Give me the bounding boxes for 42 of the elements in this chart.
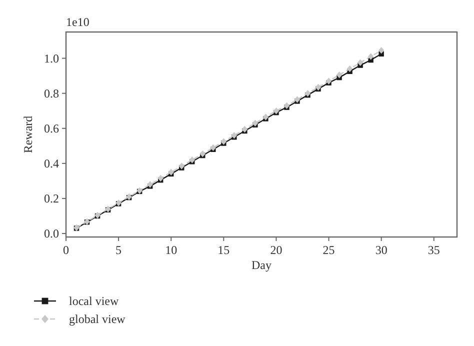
point — [220, 138, 227, 145]
point — [326, 78, 332, 84]
point — [168, 168, 174, 176]
point — [368, 53, 374, 60]
point — [262, 114, 269, 120]
point — [158, 174, 164, 182]
x-tick-label: 30 — [375, 243, 388, 257]
point — [315, 84, 322, 91]
point — [357, 59, 364, 66]
point — [231, 132, 238, 139]
point — [284, 102, 290, 109]
legend-label: local view — [69, 294, 119, 308]
y-axis-title: Reward — [21, 116, 35, 154]
point — [200, 150, 206, 158]
y-tick-label: 0.6 — [44, 121, 59, 136]
point — [378, 47, 384, 54]
point — [147, 181, 153, 188]
point — [210, 144, 216, 152]
x-tick-label: 25 — [322, 243, 335, 257]
x-tick-label: 10 — [165, 243, 178, 257]
legend-label: global view — [69, 312, 126, 326]
point — [252, 120, 258, 126]
x-tick-label: 35 — [428, 243, 440, 257]
x-tick-label: 5 — [116, 243, 122, 257]
y-tick-label: 0.0 — [44, 226, 59, 240]
x-tick-label: 0 — [63, 243, 69, 257]
x-tick-label: 20 — [270, 243, 282, 257]
y-tick-label: 1.0 — [44, 51, 59, 66]
point — [304, 90, 311, 97]
point — [346, 65, 353, 72]
point — [273, 107, 280, 114]
text: 1e10 — [66, 15, 90, 29]
x-tick-label: 15 — [218, 243, 230, 257]
point — [336, 72, 342, 78]
point — [178, 162, 184, 170]
point — [189, 156, 195, 164]
x-axis-title: Day — [252, 258, 272, 272]
y-tick-label: 0.4 — [44, 156, 59, 170]
point — [242, 126, 248, 133]
point — [294, 96, 300, 103]
y-tick-label: 0.8 — [44, 86, 59, 100]
y-tick-label: 0.2 — [44, 191, 59, 206]
